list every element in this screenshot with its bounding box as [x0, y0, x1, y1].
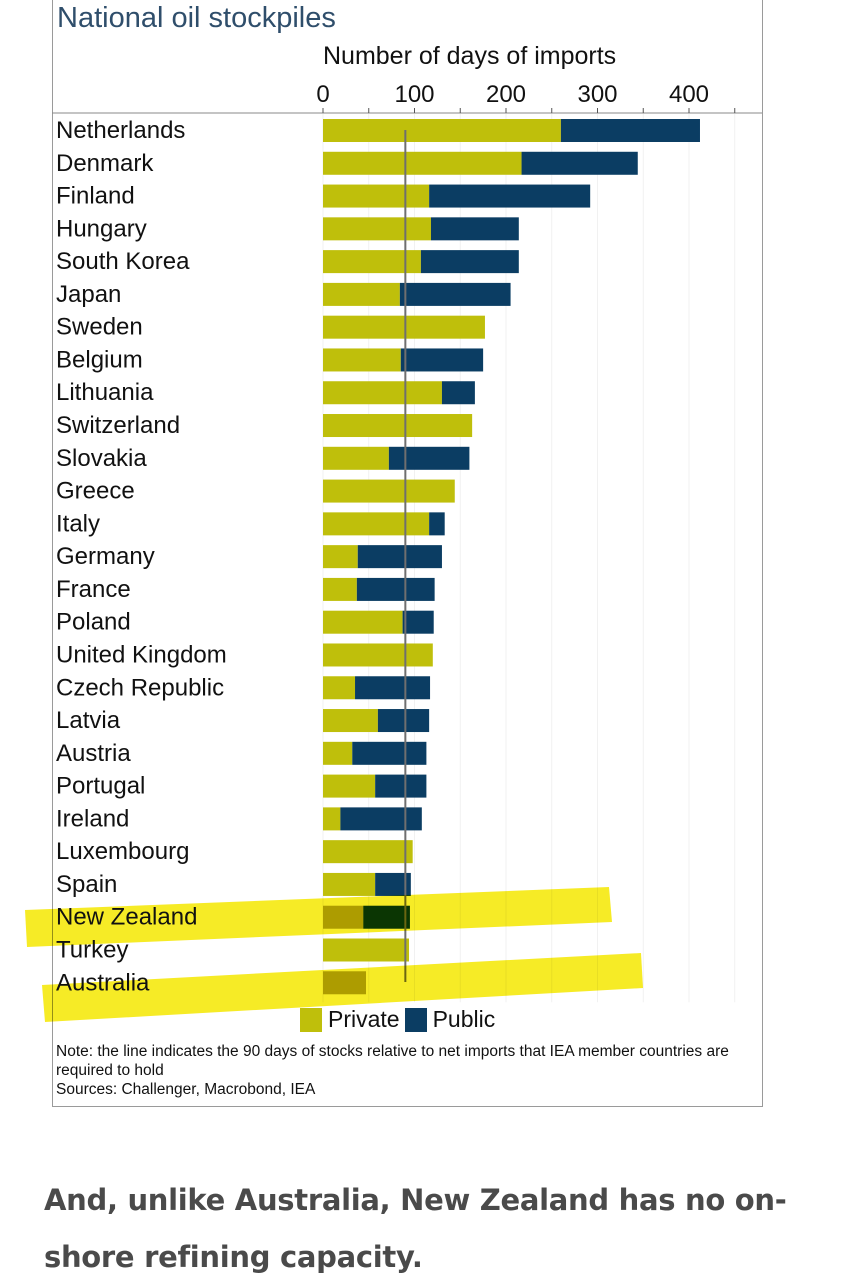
bar-public-netherlands	[560, 119, 700, 142]
legend-label-public: Public	[432, 1006, 496, 1032]
bar-private-netherlands	[323, 119, 561, 142]
x-tick-label: 0	[316, 81, 329, 108]
bar-public-poland	[402, 610, 434, 634]
bar-public-italy	[429, 512, 445, 536]
bar-private-germany	[323, 545, 358, 569]
bar-private-slovakia	[323, 446, 389, 470]
category-label: Austria	[56, 740, 131, 767]
bar-private-portugal	[323, 774, 376, 798]
category-label: Hungary	[56, 215, 147, 242]
category-labels: Netherlands Denmark Finland Hungary South Ko…	[56, 117, 227, 996]
bar-private-latvia	[323, 709, 378, 733]
bar-public-south-korea	[420, 250, 519, 274]
category-label: South Korea	[56, 248, 190, 275]
legend-swatch-public	[404, 1007, 427, 1032]
category-label: Ireland	[56, 805, 129, 832]
bar-private-hungary	[323, 217, 431, 241]
legend-label-private: Private	[328, 1006, 400, 1032]
bar-public-japan	[399, 282, 511, 306]
bar-private-lithuania	[323, 381, 442, 405]
category-label: Germany	[56, 543, 155, 570]
bar-private-japan	[323, 282, 400, 306]
sources-text: Sources: Challenger, Macrobond, IEA	[56, 1081, 316, 1098]
category-label: Switzerland	[56, 412, 180, 439]
bar-public-france	[356, 577, 435, 601]
highlight-strokes	[25, 887, 643, 1022]
category-label: Poland	[56, 609, 131, 636]
bar-private-belgium	[323, 348, 401, 372]
bar-private-luxembourg	[323, 840, 413, 864]
category-label: Sweden	[56, 314, 143, 341]
x-tick-label: 200	[486, 81, 526, 108]
note-text: Note: the line indicates the 90 days of …	[56, 1043, 729, 1079]
bar-private-france	[323, 577, 357, 601]
highlight-new-zealand	[25, 887, 612, 947]
x-axis-title: Number of days of imports	[323, 42, 617, 70]
category-label: Australia	[56, 969, 150, 996]
category-label: Belgium	[56, 346, 143, 373]
category-label: Finland	[56, 183, 135, 210]
x-tick-label: 100	[394, 81, 434, 108]
category-label: Netherlands	[56, 117, 185, 144]
bar-public-lithuania	[441, 381, 475, 405]
legend-swatch-private	[300, 1007, 322, 1032]
bar-private-austria	[323, 741, 353, 765]
category-label: Czech Republic	[56, 674, 224, 701]
article-caption: And, unlike Australia, New Zealand has n…	[44, 1183, 787, 1274]
stacked-bar-chart: Netherlands Denmark Finland Hungary South Ko…	[25, 81, 762, 1022]
bar-public-germany	[357, 545, 442, 569]
bar-private-united-kingdom	[323, 643, 433, 667]
chart-frame	[52, 0, 763, 1107]
category-label: Japan	[56, 281, 121, 308]
x-tick-label: 300	[577, 81, 617, 108]
category-label: Turkey	[56, 937, 128, 964]
category-label: Slovakia	[56, 445, 147, 472]
chart-note: Note: the line indicates the 90 days of …	[56, 1042, 746, 1099]
category-label: United Kingdom	[56, 641, 227, 668]
legend: Private Public	[300, 1006, 500, 1033]
bar-private-turkey	[323, 938, 410, 962]
bar-public-spain	[375, 872, 411, 896]
bar-public-ireland	[340, 807, 422, 831]
category-label: New Zealand	[56, 904, 197, 931]
bar-private-greece	[323, 479, 455, 503]
bar-public-hungary	[430, 217, 519, 241]
category-label: Latvia	[56, 707, 121, 734]
bar-private-italy	[323, 512, 430, 536]
x-tick-label: 400	[669, 81, 709, 108]
bar-private-czech-republic	[323, 676, 356, 700]
bar-public-denmark	[521, 151, 638, 175]
bar-private-switzerland	[323, 414, 473, 438]
category-label: France	[56, 576, 131, 603]
highlight-australia	[42, 953, 643, 1022]
category-label: Denmark	[56, 150, 154, 177]
category-label: Spain	[56, 871, 117, 898]
bar-public-czech-republic	[355, 676, 431, 700]
bar-private-ireland	[323, 807, 341, 831]
bar-public-finland	[429, 184, 591, 208]
bar-private-finland	[323, 184, 430, 208]
bar-public-portugal	[375, 774, 427, 798]
category-label: Lithuania	[56, 379, 154, 406]
bar-public-slovakia	[388, 446, 470, 470]
bar-public-austria	[352, 741, 427, 765]
bar-public-belgium	[400, 348, 484, 372]
bar-private-poland	[323, 610, 403, 634]
chart-title: National oil stockpiles	[57, 2, 336, 34]
x-axis: 0 100 200 300 400	[52, 81, 762, 114]
bar-private-denmark	[323, 151, 522, 175]
bar-private-spain	[323, 872, 376, 896]
category-label: Greece	[56, 478, 135, 505]
bar-private-sweden	[323, 315, 485, 339]
category-label: Portugal	[56, 773, 145, 800]
category-label: Italy	[56, 510, 100, 537]
bar-public-latvia	[377, 709, 430, 733]
bar-private-south-korea	[323, 250, 421, 274]
category-label: Luxembourg	[56, 838, 189, 865]
